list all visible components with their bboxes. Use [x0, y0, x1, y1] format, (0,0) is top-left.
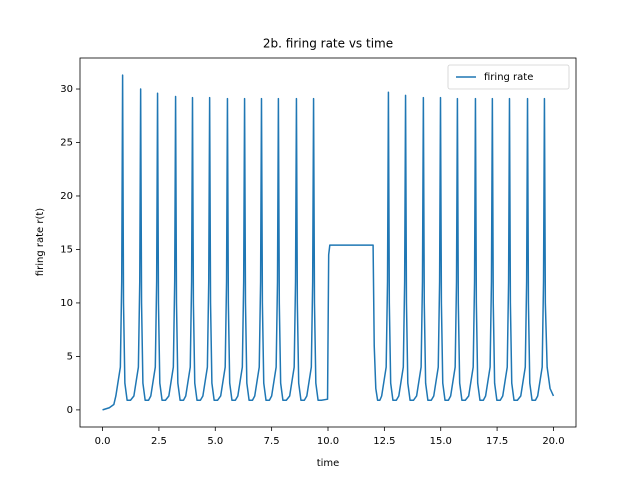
y-tick-label: 15 — [60, 244, 73, 255]
x-tick-label: 17.5 — [486, 436, 508, 447]
plot-frame — [79, 57, 577, 428]
x-tick-label: 20.0 — [542, 436, 564, 447]
legend-box — [447, 64, 570, 90]
chart-title: 2b. firing rate vs time — [263, 37, 393, 51]
x-tick-label: 15.0 — [430, 436, 452, 447]
y-tick-label: 10 — [60, 298, 73, 309]
legend-label: firing rate — [484, 72, 533, 83]
y-axis-label: firing rate r(t) — [35, 208, 46, 276]
line — [102, 74, 555, 411]
x-tick-label: 12.5 — [373, 436, 395, 447]
x-tick-label: 2.5 — [151, 436, 167, 447]
x-tick-label: 10.0 — [317, 436, 339, 447]
y-tick-label: 0 — [67, 405, 73, 416]
y-tick-label: 30 — [60, 84, 73, 95]
x-tick-label: 5.0 — [207, 436, 223, 447]
y-tick-label: 20 — [60, 191, 73, 202]
y-tick-label: 5 — [67, 351, 73, 362]
x-tick-label: 0.0 — [95, 436, 111, 447]
y-tick-label: 25 — [60, 137, 73, 148]
x-axis-label: time — [317, 458, 340, 469]
x-tick-label: 7.5 — [264, 436, 280, 447]
